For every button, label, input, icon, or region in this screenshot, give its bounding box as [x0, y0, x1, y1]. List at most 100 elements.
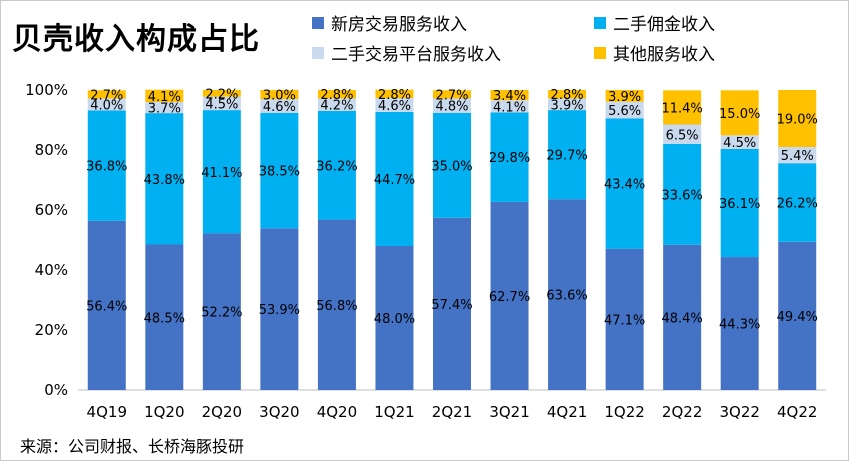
x-tick-label: 3Q22	[719, 403, 759, 421]
bar-segment	[720, 90, 759, 136]
data-label: 48.0%	[374, 312, 415, 327]
bar-segment	[548, 90, 587, 99]
y-tick-label: 0%	[44, 381, 68, 399]
data-label: 2.8%	[320, 88, 353, 103]
bar-segment	[375, 111, 414, 247]
y-tick-label: 80%	[35, 141, 68, 159]
bar-segment	[87, 110, 126, 221]
data-label: 3.4%	[493, 89, 526, 104]
x-tick-label: 4Q20	[317, 403, 357, 421]
data-label: 29.7%	[546, 149, 587, 164]
legend-swatch	[594, 16, 606, 29]
legend: 新房交易服务收入 二手佣金收入 二手交易平台服务收入 其他服务收入	[312, 8, 842, 65]
data-label: 52.2%	[201, 306, 242, 321]
bar-segment	[260, 99, 299, 113]
bar-segment	[605, 118, 644, 249]
data-label: 2.7%	[435, 88, 468, 103]
bar-segment	[490, 90, 529, 101]
data-label: 57.4%	[431, 298, 472, 313]
bar-segment	[663, 90, 702, 125]
bar-segment	[317, 111, 356, 220]
x-tick-label: 2Q21	[432, 403, 472, 421]
bar-segment	[778, 163, 817, 242]
bar-segment	[720, 135, 759, 149]
legend-label: 其他服务收入	[613, 45, 715, 65]
data-label: 4.5%	[205, 97, 238, 112]
data-label: 11.4%	[661, 101, 702, 116]
chart-title: 贝壳收入构成占比	[12, 22, 260, 57]
bar-segment	[375, 89, 414, 99]
data-label: 47.1%	[604, 313, 645, 328]
bar-segment	[778, 241, 817, 390]
bar-segment	[548, 199, 587, 390]
y-tick-label: 60%	[35, 201, 68, 219]
data-label: 15.0%	[719, 107, 760, 122]
bar-segment	[145, 102, 184, 114]
data-label: 29.8%	[489, 151, 530, 166]
bar-segment	[87, 90, 126, 99]
data-label: 3.0%	[263, 89, 296, 104]
data-label: 3.9%	[551, 98, 584, 113]
bar-segment	[87, 98, 126, 111]
bar-segment	[145, 89, 184, 102]
bar-segment	[433, 90, 471, 99]
data-label: 56.8%	[316, 299, 357, 314]
data-label: 4.0%	[90, 98, 123, 113]
legend-item-resale-commission: 二手佣金收入	[594, 10, 715, 35]
bar-segment	[778, 90, 817, 147]
bar-segment	[260, 90, 299, 99]
bar-segment	[202, 96, 241, 111]
data-label: 36.2%	[316, 159, 357, 174]
bar-segment	[433, 217, 471, 390]
data-label: 4.8%	[435, 100, 468, 115]
bar-segment	[145, 113, 184, 245]
bar-segment	[720, 148, 759, 258]
bar-segment	[490, 201, 529, 390]
bar-segment	[375, 98, 414, 112]
bar-segment	[490, 100, 529, 113]
bar-segment	[548, 98, 587, 111]
data-label: 4.1%	[493, 100, 526, 115]
data-label: 36.1%	[719, 197, 760, 212]
data-label: 2.8%	[378, 88, 411, 103]
legend-label: 新房交易服务收入	[331, 15, 467, 35]
data-label: 44.7%	[374, 173, 415, 188]
x-tick-label: 4Q22	[777, 403, 817, 421]
bar-segment	[605, 101, 644, 119]
bar-segment	[260, 112, 299, 229]
legend-label: 二手佣金收入	[613, 15, 715, 35]
data-label: 56.4%	[86, 299, 127, 314]
y-tick-label: 100%	[25, 81, 68, 99]
data-label: 4.2%	[320, 99, 353, 114]
data-label: 5.4%	[781, 149, 814, 164]
data-label: 35.0%	[431, 159, 472, 174]
data-label: 3.9%	[608, 90, 641, 105]
bar-segment	[433, 112, 471, 218]
x-tick-label: 1Q21	[374, 403, 414, 421]
x-tick-label: 3Q21	[489, 403, 529, 421]
data-label: 62.7%	[489, 290, 530, 305]
bar-segment	[490, 112, 529, 202]
bar-segment	[605, 90, 644, 102]
bar-segment	[605, 248, 644, 390]
x-tick-label: 2Q22	[662, 403, 702, 421]
bar-segment	[317, 90, 356, 99]
x-tick-label: 4Q21	[547, 403, 587, 421]
bar-segment	[202, 110, 241, 234]
bar-segment	[145, 244, 184, 390]
bar-segment	[778, 147, 817, 164]
bar-segment	[663, 244, 702, 390]
data-label: 41.1%	[201, 166, 242, 181]
data-label: 26.2%	[777, 197, 818, 212]
data-label: 63.6%	[546, 289, 587, 304]
y-tick-label: 40%	[35, 261, 68, 279]
data-label: 19.0%	[777, 113, 818, 128]
bar-segment	[202, 90, 241, 97]
legend-item-resale-platform: 二手交易平台服务收入	[312, 40, 501, 65]
legend-item-new-home: 新房交易服务收入	[312, 10, 467, 35]
bar-segment	[317, 98, 356, 111]
bar-segment	[375, 246, 414, 390]
data-label: 44.3%	[719, 318, 760, 333]
data-label: 48.4%	[661, 311, 702, 326]
